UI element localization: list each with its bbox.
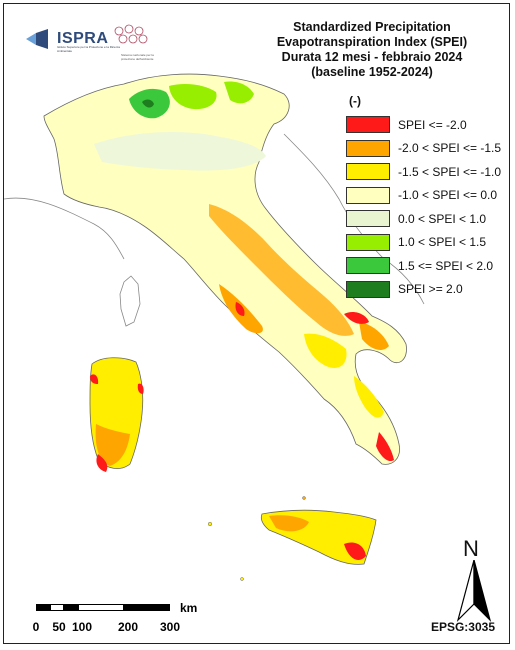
legend: SPEI <= -2.0 -2.0 < SPEI <= -1.5 -1.5 < SP… (346, 113, 501, 301)
italy-map (4, 73, 425, 581)
corsica-island (119, 275, 141, 327)
scale-segment (36, 604, 50, 611)
legend-label: -2.0 < SPEI <= -1.5 (398, 141, 502, 156)
scale-segment (64, 604, 78, 611)
alps-wet-zone (169, 84, 217, 110)
legend-label: SPEI >= 2.0 (398, 282, 463, 297)
legend-swatch (346, 186, 390, 204)
map-frame: ISPRA Istituto Superiore per la Protezio… (3, 3, 510, 644)
sardinia-dry-zone (96, 454, 108, 472)
title-line: Evapotranspiration Index (SPEI) (276, 35, 468, 49)
legend-label: 0.0 < SPEI < 1.0 (398, 211, 487, 226)
north-label: N (463, 536, 479, 561)
scale-bar (36, 604, 170, 611)
crs-label: EPSG:3035 (430, 620, 495, 634)
legend-label: -1.5 < SPEI <= -1.0 (398, 164, 502, 179)
legend-item: -1.0 < SPEI <= 0.0 (346, 184, 501, 208)
alps-wet-zone (142, 99, 154, 108)
scale-unit: km (180, 601, 198, 615)
scale-tick: 100 (71, 620, 93, 634)
legend-swatch (346, 139, 390, 157)
title-line: Durata 12 mesi - febbraio 2024 (281, 50, 463, 64)
dry-zone (235, 302, 245, 316)
legend-item: 1.5 <= SPEI < 2.0 (346, 254, 501, 278)
scale-tick: 50 (52, 620, 66, 634)
sicily-dry-zone (344, 542, 366, 560)
ispra-subtitle: Istituto Superiore per la Protezione e l… (57, 45, 120, 53)
dry-zone (359, 322, 389, 350)
alps-wet-zone (224, 81, 254, 104)
minor-island (240, 577, 244, 581)
snpa-logo: Sistema nazionale per la protezione dell… (109, 23, 159, 60)
legend-item: SPEI >= 2.0 (346, 278, 501, 302)
sardinia-dry-zone (95, 424, 130, 466)
dry-zone (209, 204, 354, 336)
legend-unit: (-) (349, 94, 361, 108)
minor-island (302, 496, 306, 500)
title-line: Standardized Precipitation (293, 20, 451, 34)
legend-swatch (346, 233, 390, 251)
scale-segment (124, 604, 170, 611)
neighbor-coastline (4, 197, 125, 260)
ispra-logo: ISPRA Istituto Superiore per la Protezio… (26, 29, 120, 52)
legend-swatch (346, 280, 390, 298)
legend-label: 1.0 < SPEI < 1.5 (398, 235, 487, 250)
legend-item: 0.0 < SPEI < 1.0 (346, 207, 501, 231)
legend-item: -1.5 < SPEI <= -1.0 (346, 160, 501, 184)
legend-label: 1.5 <= SPEI < 2.0 (398, 258, 494, 273)
dry-zone (304, 333, 347, 369)
legend-swatch (346, 116, 390, 134)
po-valley-area (94, 132, 266, 171)
scale-tick: 200 (117, 620, 139, 634)
legend-item: 1.0 < SPEI < 1.5 (346, 231, 501, 255)
sardinia-dry-zone (90, 374, 99, 384)
scale-tick: 0 (32, 620, 40, 634)
map-title: Standardized Precipitation Evapotranspir… (247, 20, 497, 80)
ispra-emblem-icon (26, 29, 48, 49)
legend-swatch (346, 163, 390, 181)
snpa-emblem-icon (114, 24, 148, 44)
scale-segment (78, 604, 124, 611)
sicily-dry-zone (269, 515, 309, 532)
title-line: (baseline 1952-2024) (311, 65, 433, 79)
dry-zone (354, 376, 384, 418)
sardinia-dry-zone (137, 383, 144, 394)
legend-swatch (346, 257, 390, 275)
legend-item: SPEI <= -2.0 (346, 113, 501, 137)
north-arrow-icon (456, 560, 492, 623)
snpa-subtitle: Sistema nazionale per la protezione dell… (121, 53, 154, 61)
minor-island (207, 521, 213, 527)
scale-tick: 300 (159, 620, 181, 634)
ispra-name: ISPRA (57, 30, 109, 47)
legend-label: SPEI <= -2.0 (398, 117, 467, 132)
dry-zone (344, 311, 369, 324)
legend-label: -1.0 < SPEI <= 0.0 (398, 188, 498, 203)
scale-segment (50, 604, 64, 611)
legend-swatch (346, 210, 390, 228)
legend-item: -2.0 < SPEI <= -1.5 (346, 137, 501, 161)
dry-zone (376, 432, 394, 462)
